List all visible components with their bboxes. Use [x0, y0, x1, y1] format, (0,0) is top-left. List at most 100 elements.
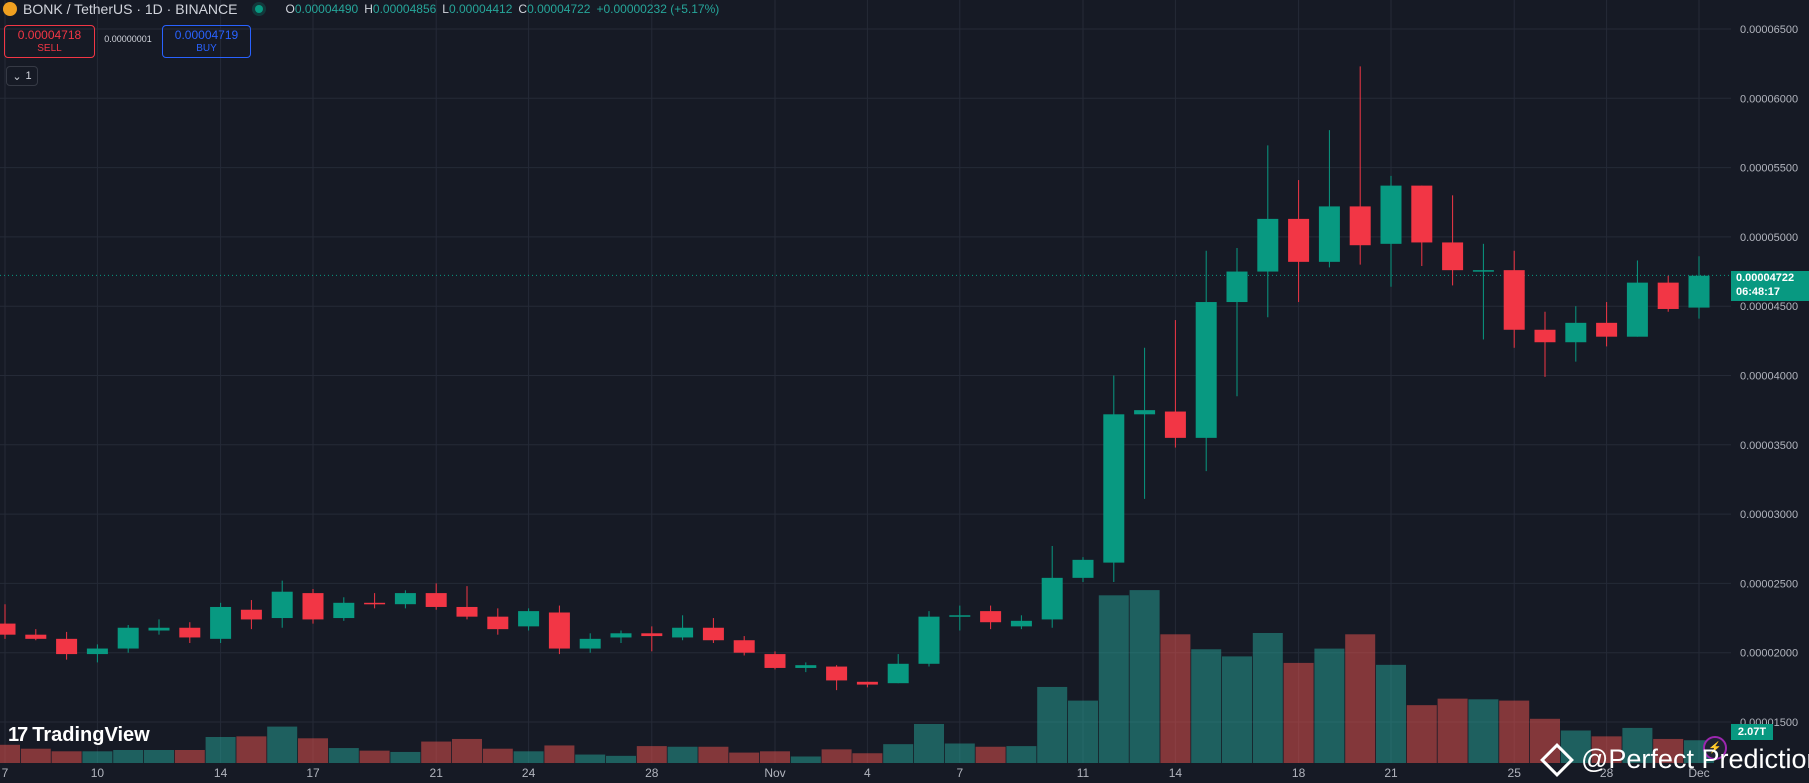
low-key: L — [442, 2, 449, 16]
volume-bar — [1314, 648, 1345, 763]
candle-body — [1318, 206, 1340, 262]
candle-body — [579, 638, 601, 649]
volume-bar — [729, 752, 760, 763]
symbol-header: BONK / TetherUS · 1D · BINANCE O0.000044… — [0, 0, 719, 18]
volume-bar — [883, 744, 914, 763]
volume-bar — [667, 746, 698, 763]
price-tick-label: 0.00002000 — [1740, 648, 1798, 660]
open-value: 0.00004490 — [294, 2, 359, 16]
time-tick-label: 28 — [1600, 766, 1614, 780]
volume-bar — [698, 746, 729, 763]
candle-body — [1072, 559, 1094, 578]
volume-bar — [544, 745, 575, 763]
volume-bar — [482, 748, 513, 763]
chevron-down-icon: ⌄ — [12, 70, 22, 83]
buy-button[interactable]: 0.00004719 BUY — [162, 25, 251, 58]
candle-body — [672, 627, 694, 638]
volume-bar — [144, 750, 174, 763]
sell-button[interactable]: 0.00004718 SELL — [4, 25, 95, 58]
candle-body — [487, 616, 509, 630]
candle-body — [1380, 185, 1402, 244]
time-tick-label: 24 — [522, 766, 536, 780]
candle-body — [117, 627, 139, 649]
candle-body — [1442, 242, 1464, 271]
close-value: 0.00004722 — [527, 2, 591, 16]
candle-body — [1688, 275, 1710, 308]
volume-bar — [421, 741, 452, 763]
chart-grid — [0, 0, 1731, 763]
candles — [0, 66, 1710, 691]
symbol-title[interactable]: BONK / TetherUS · 1D · BINANCE — [23, 1, 238, 17]
volume-bar — [975, 746, 1006, 763]
volume-bar — [1622, 727, 1653, 763]
bar-countdown: 06:48:17 — [1736, 286, 1781, 298]
volume-bar — [1252, 633, 1283, 763]
candle-body — [1596, 322, 1618, 337]
volume-bar — [51, 751, 82, 763]
volume-bar — [790, 756, 821, 763]
time-tick-label: 28 — [645, 766, 659, 780]
last-price-value: 0.00004722 — [1736, 272, 1795, 284]
candle-body — [1534, 329, 1556, 343]
volume-bar — [1406, 705, 1437, 763]
volume-bar — [359, 750, 390, 763]
volume-bar — [1591, 736, 1622, 763]
candle-body — [179, 627, 201, 638]
candle-body — [733, 640, 755, 653]
volume-bar — [82, 751, 113, 763]
change-value: +0.00000232 (+5.17%) — [596, 2, 720, 16]
volume-bars — [0, 590, 1714, 763]
volume-bar — [944, 743, 975, 763]
volume-bar — [1376, 664, 1406, 763]
volume-bar — [174, 750, 205, 763]
candle-body — [0, 623, 16, 635]
last-price-tag: 0.00004722 06:48:17 — [1731, 271, 1809, 301]
candle-body — [702, 627, 724, 641]
flash-icon[interactable]: ⚡ — [1703, 736, 1727, 760]
volume-bar — [298, 738, 328, 763]
time-tick-label: Nov — [764, 766, 785, 780]
candle-body — [1503, 270, 1525, 330]
indicators-collapse-button[interactable]: ⌄ 1 — [6, 66, 38, 86]
volume-bar — [267, 726, 298, 763]
price-tick-label: 0.00006500 — [1740, 24, 1798, 36]
price-tick-label: 0.00004000 — [1740, 371, 1798, 383]
volume-bar — [1653, 738, 1684, 763]
time-tick-label: 18 — [1292, 766, 1306, 780]
candle-body — [518, 611, 540, 627]
candle-body — [887, 663, 909, 684]
volume-bar — [1283, 662, 1314, 763]
price-tick-label: 0.00003000 — [1740, 509, 1798, 521]
candle-body — [1411, 185, 1433, 243]
volume-bar — [390, 751, 421, 763]
spread-value: 0.00000001 — [104, 34, 152, 44]
tradingview-logo[interactable]: 17 TradingView — [8, 724, 150, 747]
candle-body — [1657, 282, 1679, 309]
volume-bar — [575, 754, 606, 763]
volume-bar — [20, 748, 51, 763]
candle-body — [364, 602, 386, 605]
candle-body — [1103, 414, 1125, 563]
candle-body — [641, 633, 663, 637]
candle-body — [1195, 302, 1217, 438]
candle-body — [610, 633, 632, 638]
candle-body — [148, 627, 170, 631]
volume-bar — [1222, 656, 1252, 763]
volume-bar — [1437, 698, 1468, 763]
volume-bar — [113, 750, 144, 763]
volume-bar — [1530, 718, 1560, 763]
volume-bar — [236, 736, 267, 763]
volume-bar — [852, 753, 883, 763]
candle-body — [1626, 282, 1648, 337]
candle-body — [86, 648, 108, 655]
tradingview-mark-icon: 17 — [8, 724, 28, 746]
candle-body — [918, 616, 940, 664]
time-tick-label: 25 — [1508, 766, 1522, 780]
volume-bar — [1098, 595, 1129, 763]
bonk-coin-icon — [3, 2, 17, 16]
time-tick-label: 14 — [1169, 766, 1183, 780]
volume-bar — [328, 748, 359, 763]
volume-bar — [1129, 590, 1160, 763]
